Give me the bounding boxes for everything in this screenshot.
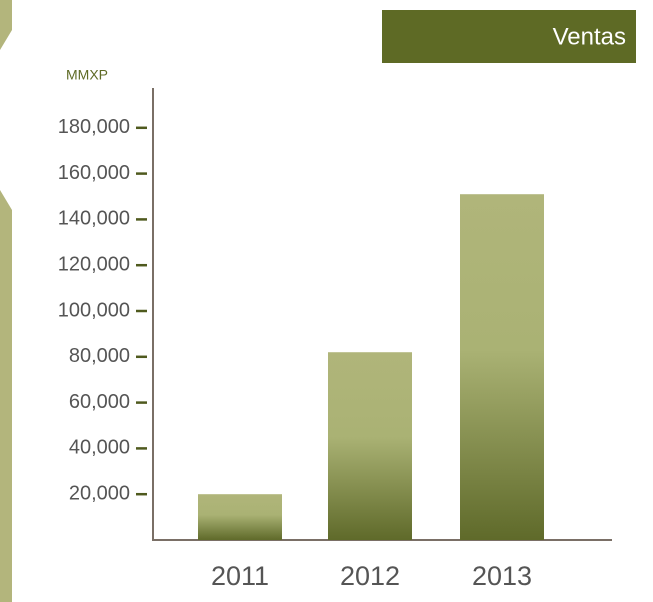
y-tick-label: 20,000 — [69, 482, 130, 504]
bar — [328, 352, 412, 540]
bar — [460, 194, 544, 540]
y-axis-label: MMXP — [66, 67, 108, 83]
y-tick-label: 60,000 — [69, 391, 130, 413]
side-decoration — [0, 0, 12, 602]
title-box — [382, 10, 636, 63]
chart-title: Ventas — [553, 23, 626, 50]
y-tick-label: 140,000 — [58, 208, 130, 230]
y-tick-label: 180,000 — [58, 116, 130, 138]
y-tick-label: 100,000 — [58, 299, 130, 321]
y-tick-label: 160,000 — [58, 162, 130, 184]
y-tick-label: 40,000 — [69, 437, 130, 459]
x-tick-label: 2012 — [340, 561, 400, 591]
x-tick-label: 2013 — [472, 561, 532, 591]
y-tick-label: 80,000 — [69, 345, 130, 367]
y-tick-label: 120,000 — [58, 253, 130, 275]
bar — [198, 494, 282, 540]
x-tick-label: 2011 — [211, 561, 269, 591]
